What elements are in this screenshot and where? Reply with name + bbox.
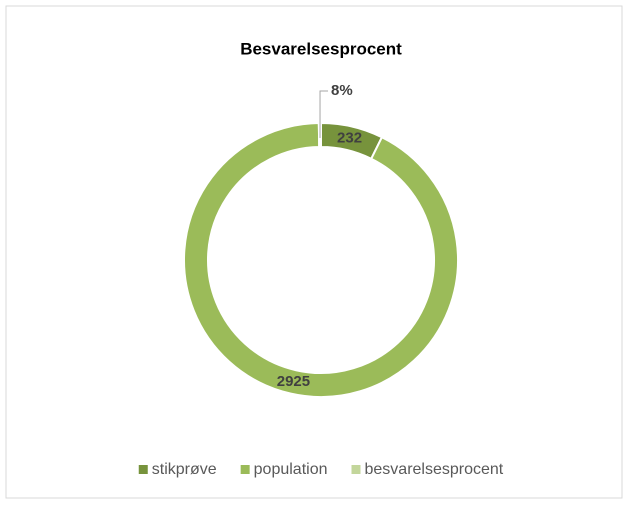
leader-line (319, 90, 329, 139)
legend-label: stikprøve (152, 461, 217, 478)
legend-swatch (138, 465, 148, 474)
data-label: 8% (331, 82, 353, 99)
chart-title: Besvarelsesprocent (240, 39, 402, 58)
legend-swatch (240, 465, 250, 474)
legend-label: besvarelsesprocent (365, 461, 504, 478)
data-label: 2925 (277, 373, 310, 390)
legend-swatch (351, 465, 361, 474)
data-label: 232 (337, 129, 362, 146)
legend-label: population (254, 461, 328, 478)
chart-border (5, 5, 623, 499)
doughnut-slice (183, 121, 459, 398)
